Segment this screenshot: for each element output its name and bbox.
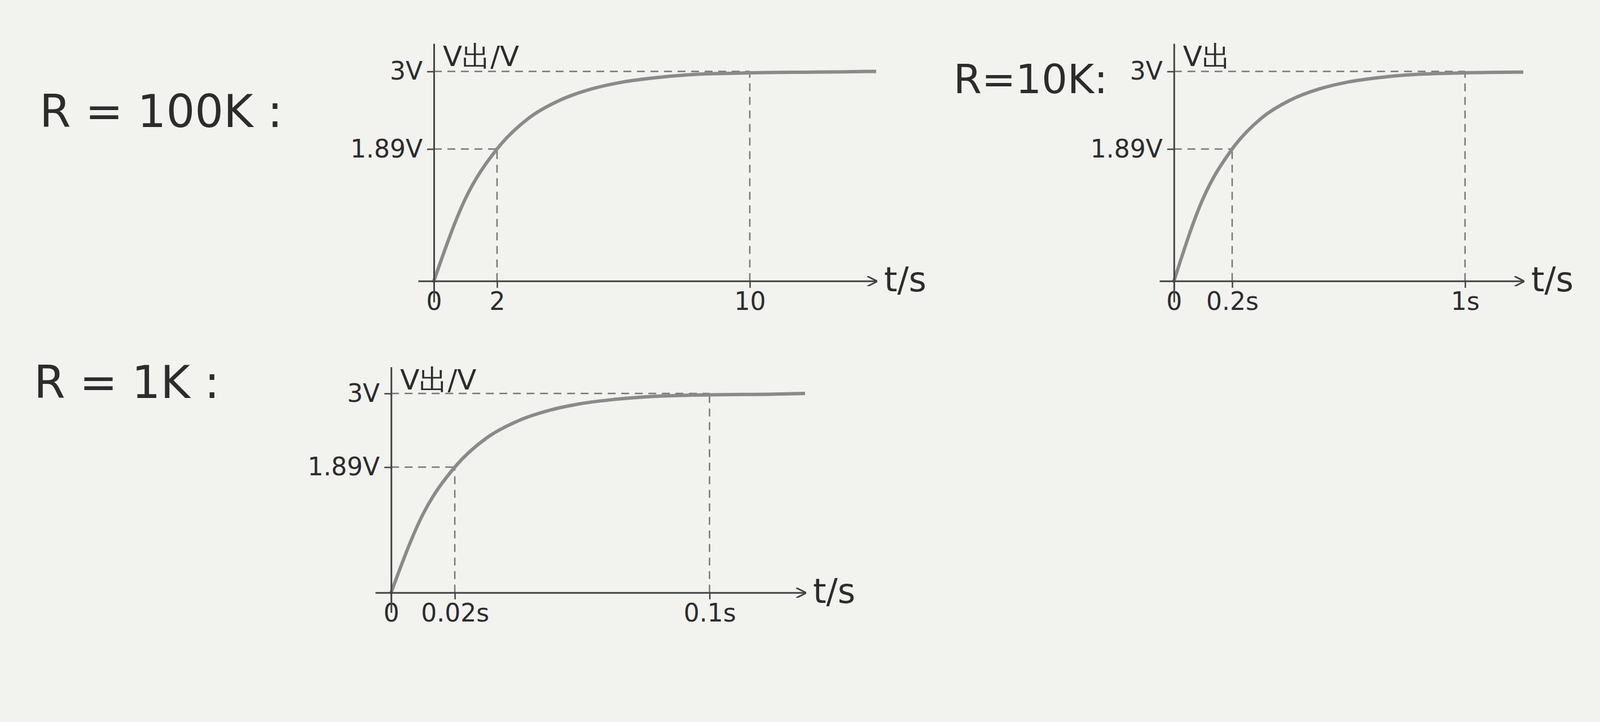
plot-area: [433, 71, 877, 281]
x-tick-label: 0.1s: [683, 598, 737, 627]
y-tick-label: 3V: [1130, 56, 1163, 86]
guide-vertical: [708, 393, 711, 593]
y-tick-mark: [1167, 148, 1175, 151]
guide-vertical: [1464, 71, 1467, 281]
y-tick: 3V: [1130, 56, 1175, 86]
panel-title: R = 100K :: [39, 85, 283, 138]
guides: [433, 71, 750, 281]
y-tick-label: 1.89V: [1090, 133, 1163, 163]
y-axis-line: [390, 367, 393, 613]
guide-horizontal: [390, 466, 455, 468]
guide-vertical: [496, 148, 499, 281]
x-axis: 0210: [418, 280, 877, 316]
y-axis-line: [433, 44, 435, 303]
canvas: 02101.89V3Vt/sV出/VR = 100K :00.2s1s1.89V…: [0, 0, 1600, 722]
x-axis: 00.02s0.1s: [375, 592, 806, 627]
y-tick: 3V: [346, 378, 391, 408]
x-axis-title: t/s: [812, 570, 856, 611]
guide-vertical: [1231, 148, 1234, 281]
paper: [0, 0, 1600, 722]
y-tick-label: 3V: [389, 56, 423, 86]
y-tick: 1.89V: [1090, 133, 1175, 163]
y-tick: 3V: [389, 56, 434, 86]
guide-vertical: [454, 467, 456, 593]
x-axis-line: [1159, 280, 1524, 283]
x-tick-label: 1s: [1451, 286, 1480, 316]
charging-curve: [433, 71, 877, 281]
x-tick-label: 2: [489, 286, 506, 316]
x-axis-line: [418, 280, 877, 283]
panel-title: R = 1K :: [33, 355, 220, 409]
guides: [1174, 71, 1466, 281]
y-tick-mark: [384, 392, 391, 395]
x-tick: 2: [489, 280, 506, 316]
panel: 02101.89V3Vt/sV出/VR = 100K :: [39, 40, 927, 316]
y-axis-title: V出: [1183, 40, 1231, 73]
x-tick: 1s: [1451, 280, 1480, 316]
y-tick-label: 3V: [346, 378, 380, 408]
y-axis: 1.89V 3V: [350, 44, 435, 303]
guide-horizontal: [1174, 148, 1233, 151]
x-tick: 0.1s: [683, 592, 737, 627]
y-axis-line: [1173, 44, 1176, 303]
guides: [390, 393, 710, 593]
charging-curve: [390, 393, 806, 593]
plot-area: [1174, 72, 1524, 281]
x-axis-line: [375, 591, 806, 594]
y-tick-label: 1.89V: [307, 451, 380, 481]
y-axis-title: V出/V: [442, 40, 520, 73]
panel: 00.2s1s1.89V3Vt/sV出R=10K:: [953, 40, 1574, 316]
y-tick-mark: [427, 148, 434, 151]
x-axis-title: t/s: [1531, 259, 1574, 300]
x-tick-label: 0.2s: [1206, 286, 1259, 316]
y-axis-title: V出/V: [400, 363, 477, 397]
y-tick-mark: [384, 466, 391, 469]
x-axis-title: t/s: [884, 259, 927, 300]
panel: 00.02s0.1s1.89V3Vt/sV出/VR = 1K :: [33, 355, 856, 627]
plot-area: [390, 393, 806, 593]
x-axis: 00.2s1s: [1159, 280, 1524, 316]
y-tick: 1.89V: [307, 451, 391, 481]
y-tick: 1.89V: [350, 133, 434, 163]
guide-horizontal: [433, 148, 498, 151]
y-axis: 1.89V 3V: [307, 367, 392, 613]
x-tick-label: 0.02s: [420, 598, 490, 627]
x-tick-label: 10: [734, 286, 767, 316]
charging-curve: [1174, 72, 1524, 281]
y-tick-mark: [1167, 71, 1175, 73]
panel-title: R=10K:: [953, 55, 1108, 103]
guide-vertical: [749, 71, 751, 281]
x-tick: 0.2s: [1206, 280, 1259, 316]
y-tick-label: 1.89V: [350, 133, 423, 163]
y-tick-mark: [427, 71, 434, 73]
x-tick: 0.02s: [420, 592, 490, 627]
x-tick: 10: [734, 280, 767, 316]
